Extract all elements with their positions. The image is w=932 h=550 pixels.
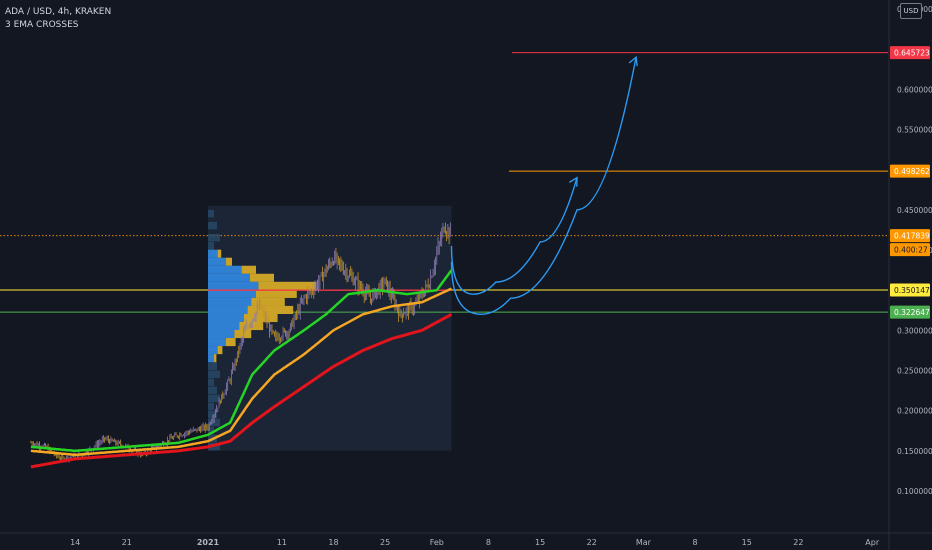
- profile-bar-down: [247, 305, 294, 314]
- profile-bar-up: [208, 305, 248, 314]
- x-tick-label: 15: [535, 538, 545, 547]
- forecast-arrow-path: [450, 57, 637, 315]
- profile-bar-down: [234, 330, 252, 339]
- profile-bar-up: [208, 281, 259, 290]
- x-tick-label: 14: [70, 538, 80, 547]
- forecast-arrows: [450, 55, 638, 315]
- price-level-tag: [890, 283, 930, 297]
- profile-bar-down: [258, 281, 316, 290]
- profile-bar-down: [241, 265, 256, 274]
- y-tick-label: 0.550000: [897, 126, 932, 135]
- price-level-tag-label: 0.498262: [894, 167, 930, 176]
- profile-bar-up: [208, 257, 226, 266]
- price-level-tag-label: 0.417839: [894, 232, 930, 241]
- x-tick-label: 21: [122, 538, 132, 547]
- profile-bar-faint: [208, 394, 220, 403]
- x-tick-label: 22: [793, 538, 803, 547]
- forecast-arrow-path: [450, 177, 578, 295]
- y-tick-label: 0.100000: [897, 487, 932, 496]
- x-tick-label: 25: [380, 538, 390, 547]
- profile-bar-faint: [208, 386, 217, 395]
- profile-bar-down: [250, 273, 274, 282]
- x-tick-label: 8: [486, 538, 491, 547]
- ema-mid-line: [30, 287, 453, 457]
- profile-bar-faint: [208, 209, 214, 218]
- x-tick-label: Mar: [636, 538, 652, 547]
- price-level-tag-label: 0.322647: [894, 308, 930, 317]
- x-tick-label: 15: [742, 538, 752, 547]
- x-tick-label: 11: [277, 538, 287, 547]
- profile-bar-up: [208, 249, 218, 258]
- profile-bar-up: [208, 330, 235, 339]
- profile-bar-down: [217, 346, 223, 355]
- profile-bar-down: [214, 354, 217, 363]
- profile-bar-up: [208, 265, 242, 274]
- x-axis: 14 21 2021 11 18 25 Feb 8 15 22 Mar 8 15 22 Apr: [0, 532, 932, 547]
- profile-bar-faint: [208, 426, 214, 435]
- profile-bar-up: [208, 338, 226, 347]
- profile-bar-up: [208, 289, 256, 298]
- profile-bar-faint: [208, 402, 214, 411]
- candles: [30, 222, 451, 463]
- profile-bar-up: [208, 354, 214, 363]
- profile-bar-down: [226, 338, 236, 347]
- profile-bar-faint: [208, 362, 217, 370]
- profile-bar-down: [256, 289, 297, 298]
- currency-badge[interactable]: USD: [900, 3, 922, 19]
- countdown-timer: 00:27: [906, 246, 928, 255]
- forecast-arrow-head: [568, 176, 578, 187]
- x-tick-label: Feb: [430, 538, 444, 547]
- symbol-title: ADA / USD, 4h, KRAKEN: [5, 7, 112, 17]
- price-level-tag: [890, 46, 930, 60]
- profile-bar-down: [226, 257, 232, 266]
- y-tick-label: 0.150000: [897, 447, 932, 456]
- profile-bar-up: [208, 321, 240, 331]
- profile-bar-up: [208, 273, 250, 282]
- y-tick-label: 0.450000: [897, 206, 932, 215]
- x-tick-label: 2021: [197, 538, 220, 547]
- price-level-tag-label: 0.645723: [894, 49, 930, 58]
- y-tick-label: 0.250000: [897, 367, 932, 376]
- y-tick-label: 0.600000: [897, 85, 932, 94]
- profile-bar-faint: [208, 378, 214, 387]
- x-tick-label: 8: [693, 538, 698, 547]
- profile-bar-faint: [208, 370, 220, 379]
- profile-bar-faint: [208, 233, 220, 242]
- profile-bar-faint: [208, 221, 217, 230]
- profile-bar-down: [217, 249, 222, 258]
- profile-bar-faint: [208, 410, 217, 419]
- ema-fast-line: [30, 269, 453, 453]
- y-tick-label: 0.200000: [897, 407, 932, 416]
- x-tick-label: 22: [587, 538, 597, 547]
- ema-lines: [30, 269, 453, 469]
- y-tick-label: 0.300000: [897, 326, 932, 335]
- price-level-tag-label: 0.350147: [894, 286, 930, 295]
- forecast-arrow-head: [628, 55, 638, 67]
- profile-bar-up: [208, 297, 252, 306]
- price-level-tag: [890, 164, 930, 178]
- profile-bar-faint: [208, 241, 214, 250]
- profile-bar-down: [251, 297, 285, 306]
- price-level-tag: [890, 229, 930, 243]
- price-level-tag: [890, 305, 930, 319]
- profile-bar-up: [208, 346, 218, 355]
- countdown-price-prefix: 0.4: [894, 246, 906, 255]
- indicator-name[interactable]: 3 EMA CROSSES: [5, 20, 79, 30]
- countdown-tag: [890, 243, 930, 257]
- ema-slow-line: [30, 312, 453, 469]
- x-tick-label: 18: [328, 538, 338, 547]
- x-tick-label: Apr: [865, 538, 880, 547]
- profile-bar-up: [208, 313, 244, 323]
- profile-bar-down: [244, 313, 278, 323]
